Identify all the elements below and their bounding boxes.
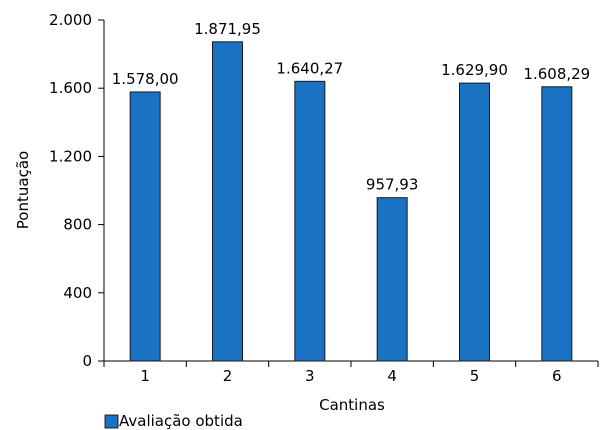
y-tick-label: 1.200 [49, 147, 92, 165]
bar [212, 41, 243, 362]
data-label: 1.608,29 [523, 65, 590, 83]
data-label: 1.871,95 [194, 20, 261, 38]
x-tick-label: 4 [387, 367, 397, 385]
y-tick-label: 2.000 [49, 11, 92, 29]
y-tick-label: 0 [82, 352, 92, 370]
x-tick-label: 3 [305, 367, 315, 385]
y-tick-label: 800 [63, 216, 92, 234]
y-tick-label: 1.600 [49, 79, 92, 97]
legend-swatch [104, 414, 119, 429]
legend: Avaliação obtida [104, 412, 243, 430]
x-tick-label: 2 [223, 367, 233, 385]
y-axis-title: Pontuação [14, 151, 32, 229]
data-label: 1.578,00 [112, 70, 179, 88]
y-tick-label: 400 [63, 284, 92, 302]
y-ticks: 0 400 800 1.200 1.600 2.000 [49, 11, 104, 370]
bars [129, 41, 573, 362]
x-tick-label: 1 [140, 367, 150, 385]
bar [294, 80, 326, 362]
bar [541, 86, 573, 362]
data-label: 957,93 [366, 176, 419, 194]
data-label: 1.640,27 [276, 59, 343, 77]
x-tick-label: 5 [470, 367, 480, 385]
bar [459, 82, 490, 362]
data-label: 1.629,90 [441, 61, 508, 79]
x-ticks: 1 2 3 4 5 6 [103, 361, 599, 385]
legend-label: Avaliação obtida [119, 412, 243, 430]
bar [376, 197, 408, 362]
x-tick-label: 6 [552, 367, 562, 385]
x-axis-title: Cantinas [319, 396, 385, 414]
bar [129, 91, 161, 362]
data-labels: 1.578,00 1.871,95 1.640,27 957,93 1.629,90 1.… [112, 20, 590, 194]
